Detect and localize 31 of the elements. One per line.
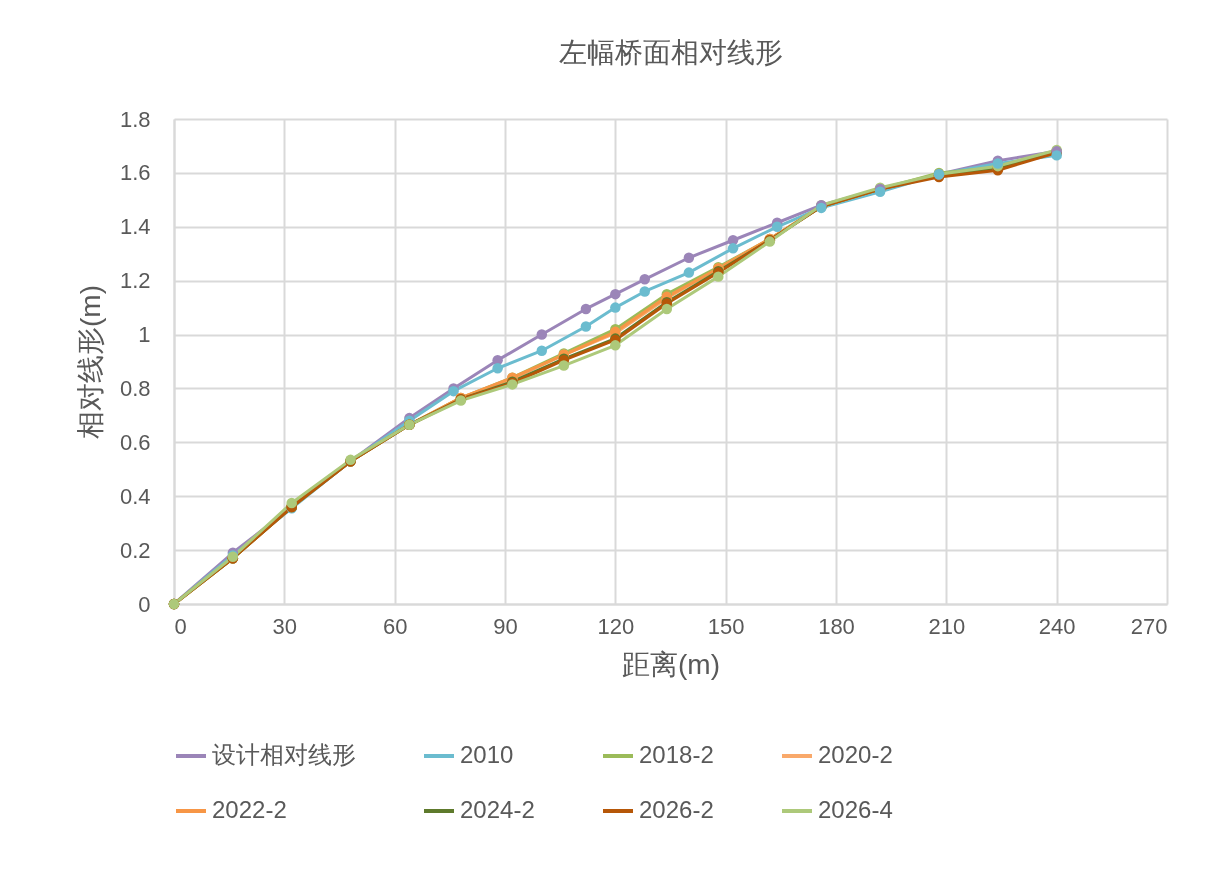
x-tick-label: 60	[382, 613, 408, 639]
x-tick-label: 240	[1038, 613, 1076, 639]
x-axis-title: 距离(m)	[622, 648, 720, 680]
legend-label: 2010	[460, 741, 514, 768]
y-tick-label: 0.2	[119, 537, 151, 563]
x-tick-label: 120	[597, 613, 635, 639]
y-tick-label: 1.4	[119, 214, 151, 240]
y-tick-label: 1.6	[119, 160, 151, 186]
legend-label: 2026-4	[818, 796, 893, 823]
x-tick-label: 150	[707, 613, 745, 639]
x-tick-label: 270	[1130, 613, 1168, 639]
y-tick-label: 0.6	[119, 429, 151, 455]
y-tick-label: 0	[138, 591, 151, 617]
chart-title: 左幅桥面相对线形	[558, 37, 783, 68]
legend-label: 2022-2	[212, 796, 287, 823]
legend-label: 2018-2	[639, 741, 714, 768]
legend-label: 2024-2	[460, 796, 535, 823]
x-tick-label: 30	[272, 613, 298, 639]
y-tick-label: 1.8	[119, 106, 151, 132]
y-tick-label: 0.4	[119, 483, 151, 509]
x-tick-label: 210	[928, 613, 966, 639]
y-tick-label: 1.2	[119, 268, 151, 294]
legend-label: 2026-2	[639, 796, 714, 823]
x-tick-label: 0	[174, 613, 187, 639]
y-tick-label: 1	[138, 322, 151, 348]
legend-label: 2020-2	[818, 741, 893, 768]
legend-label: 设计相对线形	[212, 741, 356, 768]
y-tick-label: 0.8	[119, 375, 151, 401]
x-tick-label: 90	[493, 613, 518, 639]
y-axis-title: 相对线形(m)	[74, 285, 106, 439]
x-tick-label: 180	[818, 613, 855, 639]
